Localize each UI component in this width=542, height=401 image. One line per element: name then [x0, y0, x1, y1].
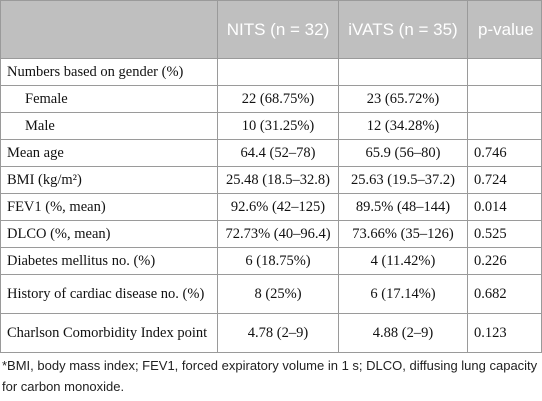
header-p-value-label: p-value	[478, 19, 534, 39]
p-value: 0.123	[467, 313, 542, 353]
table-row: History of cardiac disease no. (%) 8 (25…	[0, 274, 542, 314]
p-value: 0.014	[467, 193, 542, 221]
row-label: Mean age	[0, 139, 218, 167]
header-ivats: iVATS (n = 35)	[338, 0, 468, 59]
table-header-row: NITS (n = 32) iVATS (n = 35) p-value	[0, 0, 542, 59]
nits-value: 10 (31.25%)	[217, 112, 339, 140]
ivats-value: 89.5% (48–144)	[338, 193, 468, 221]
nits-value: 4.78 (2–9)	[217, 313, 339, 353]
row-label: FEV1 (%, mean)	[0, 193, 218, 221]
table-row: Female 22 (68.75%) 23 (65.72%)	[0, 85, 542, 113]
row-label: Female	[0, 85, 218, 113]
table-row: FEV1 (%, mean) 92.6% (42–125) 89.5% (48–…	[0, 193, 542, 221]
header-nits-label: NITS (n = 32)	[226, 19, 330, 39]
ivats-value: 73.66% (35–126)	[338, 220, 468, 248]
p-value: 0.226	[467, 247, 542, 275]
p-value: 0.746	[467, 139, 542, 167]
ivats-value: 12 (34.28%)	[338, 112, 468, 140]
header-p-value: p-value	[467, 0, 542, 59]
row-label: Numbers based on gender (%)	[0, 58, 218, 86]
table-row: Mean age 64.4 (52–78) 65.9 (56–80) 0.746	[0, 139, 542, 167]
nits-value: 25.48 (18.5–32.8)	[217, 166, 339, 194]
nits-value	[217, 58, 339, 86]
row-label: History of cardiac disease no. (%)	[0, 274, 218, 314]
table-footnote: *BMI, body mass index; FEV1, forced expi…	[2, 358, 538, 394]
ivats-value: 65.9 (56–80)	[338, 139, 468, 167]
row-label: Diabetes mellitus no. (%)	[0, 247, 218, 275]
row-label: DLCO (%, mean)	[0, 220, 218, 248]
ivats-value	[338, 58, 468, 86]
nits-value: 22 (68.75%)	[217, 85, 339, 113]
table-row: Male 10 (31.25%) 12 (34.28%)	[0, 112, 542, 140]
p-value	[467, 85, 542, 113]
ivats-value: 25.63 (19.5–37.2)	[338, 166, 468, 194]
demographics-table: NITS (n = 32) iVATS (n = 35) p-value Num…	[0, 0, 542, 353]
table-row: Diabetes mellitus no. (%) 6 (18.75%) 4 (…	[0, 247, 542, 275]
p-value	[467, 112, 542, 140]
table-row: DLCO (%, mean) 72.73% (40–96.4) 73.66% (…	[0, 220, 542, 248]
nits-value: 6 (18.75%)	[217, 247, 339, 275]
ivats-value: 4 (11.42%)	[338, 247, 468, 275]
table-row: BMI (kg/m²) 25.48 (18.5–32.8) 25.63 (19.…	[0, 166, 542, 194]
table-row: Numbers based on gender (%)	[0, 58, 542, 86]
p-value: 0.525	[467, 220, 542, 248]
p-value: 0.682	[467, 274, 542, 314]
ivats-value: 4.88 (2–9)	[338, 313, 468, 353]
header-blank-cell	[0, 0, 218, 59]
ivats-value: 23 (65.72%)	[338, 85, 468, 113]
nits-value: 64.4 (52–78)	[217, 139, 339, 167]
row-label: BMI (kg/m²)	[0, 166, 218, 194]
p-value: 0.724	[467, 166, 542, 194]
nits-value: 92.6% (42–125)	[217, 193, 339, 221]
header-nits: NITS (n = 32)	[217, 0, 339, 59]
nits-value: 8 (25%)	[217, 274, 339, 314]
row-label: Male	[0, 112, 218, 140]
nits-value: 72.73% (40–96.4)	[217, 220, 339, 248]
ivats-value: 6 (17.14%)	[338, 274, 468, 314]
p-value	[467, 58, 542, 86]
header-ivats-label: iVATS (n = 35)	[348, 19, 458, 39]
row-label: Charlson Comorbidity Index point	[0, 313, 218, 353]
table-row: Charlson Comorbidity Index point 4.78 (2…	[0, 313, 542, 353]
